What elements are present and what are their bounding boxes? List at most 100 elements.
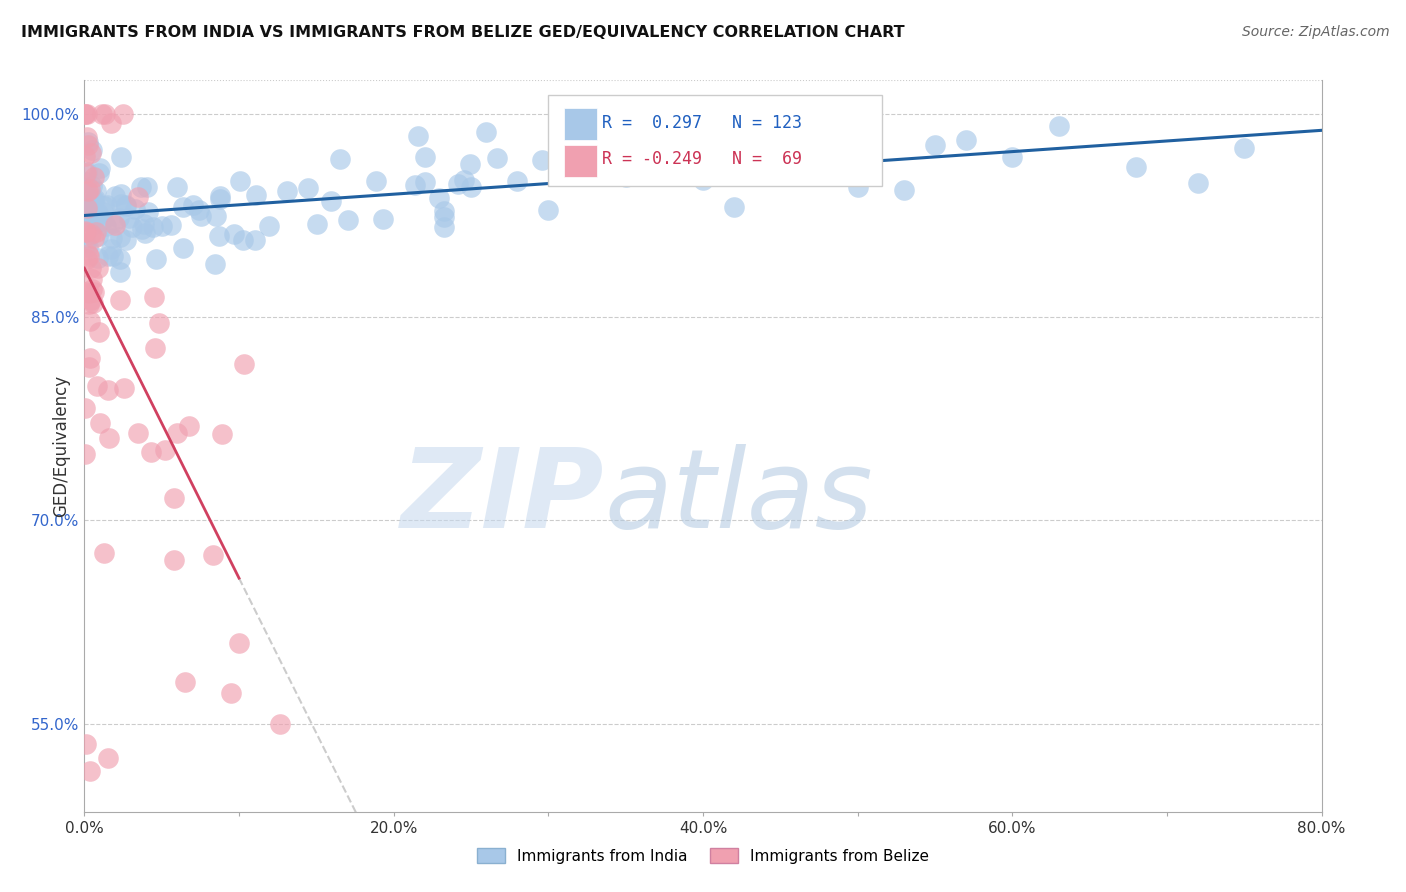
Point [1187, 176, 1209, 190]
Point [77, 135, 100, 149]
Point [82, 282, 104, 296]
Point [86, 252, 108, 266]
Point [77, 246, 100, 260]
Point [87, 166, 110, 180]
Point [110, 197, 132, 211]
Point [86, 379, 108, 393]
Point [259, 219, 281, 233]
Point [754, 147, 776, 161]
Point [307, 217, 329, 231]
Point [150, 219, 173, 233]
Point [1001, 150, 1024, 164]
FancyBboxPatch shape [548, 95, 883, 186]
Point [100, 242, 122, 256]
Point [160, 218, 183, 232]
Point [76, 107, 98, 121]
Point [232, 233, 254, 247]
Point [87, 206, 110, 220]
Point [108, 230, 131, 244]
Point [73, 107, 96, 121]
Point [614, 170, 637, 185]
Point [77, 138, 100, 153]
Point [124, 202, 146, 217]
Point [83, 169, 105, 184]
Point [661, 124, 683, 138]
Point [413, 175, 436, 189]
Point [93, 546, 115, 560]
Point [101, 230, 124, 244]
Point [79, 351, 101, 365]
Point [135, 179, 157, 194]
Point [82, 205, 104, 219]
Point [433, 203, 456, 218]
Point [433, 220, 456, 235]
Point [485, 151, 508, 165]
Point [453, 173, 475, 187]
Text: ZIP: ZIP [401, 443, 605, 550]
Point [75, 175, 97, 189]
Point [406, 128, 429, 143]
Point [79, 210, 101, 224]
Point [75, 235, 97, 250]
Point [458, 157, 481, 171]
Point [121, 220, 143, 235]
Point [77, 240, 100, 254]
FancyBboxPatch shape [564, 108, 596, 140]
Point [127, 190, 149, 204]
Y-axis label: GED/Equivalency: GED/Equivalency [52, 375, 70, 517]
Text: R =  0.297   N = 123: R = 0.297 N = 123 [602, 113, 801, 132]
Point [846, 180, 869, 194]
Point [366, 174, 388, 188]
Point [222, 227, 245, 242]
Point [924, 137, 946, 152]
Point [110, 186, 132, 201]
Point [75, 224, 97, 238]
Point [692, 173, 714, 187]
Point [413, 150, 436, 164]
Point [738, 107, 761, 121]
Point [75, 181, 97, 195]
Point [173, 675, 195, 690]
Point [75, 737, 97, 751]
Point [75, 285, 97, 300]
Point [76, 201, 98, 215]
Point [73, 401, 96, 416]
Text: Source: ZipAtlas.com: Source: ZipAtlas.com [1241, 25, 1389, 39]
Point [73, 447, 96, 461]
Point [163, 553, 186, 567]
Point [76, 164, 98, 178]
Point [82, 271, 104, 285]
Point [955, 132, 977, 146]
Point [506, 174, 529, 188]
Point [785, 140, 807, 154]
Point [86, 226, 108, 240]
Point [447, 177, 470, 191]
Point [132, 217, 155, 231]
Point [100, 116, 122, 130]
Point [112, 107, 135, 121]
Point [75, 196, 97, 211]
Point [82, 143, 104, 157]
Point [83, 193, 105, 207]
Point [108, 211, 131, 226]
Point [1125, 161, 1147, 175]
Point [82, 296, 104, 310]
Point [460, 180, 482, 194]
Point [142, 219, 165, 234]
Point [93, 199, 115, 213]
Point [583, 147, 606, 161]
Legend: Immigrants from India, Immigrants from Belize: Immigrants from India, Immigrants from B… [471, 842, 935, 870]
Point [427, 191, 450, 205]
Point [83, 231, 105, 245]
Point [319, 194, 342, 208]
Point [76, 252, 98, 266]
Text: IMMIGRANTS FROM INDIA VS IMMIGRANTS FROM BELIZE GED/EQUIVALENCY CORRELATION CHAR: IMMIGRANTS FROM INDIA VS IMMIGRANTS FROM… [21, 25, 904, 40]
Point [131, 221, 153, 235]
Point [97, 249, 120, 263]
Point [108, 252, 131, 267]
Point [723, 200, 745, 214]
Point [815, 159, 838, 173]
Point [118, 211, 141, 226]
Point [134, 226, 156, 240]
Point [127, 426, 149, 441]
